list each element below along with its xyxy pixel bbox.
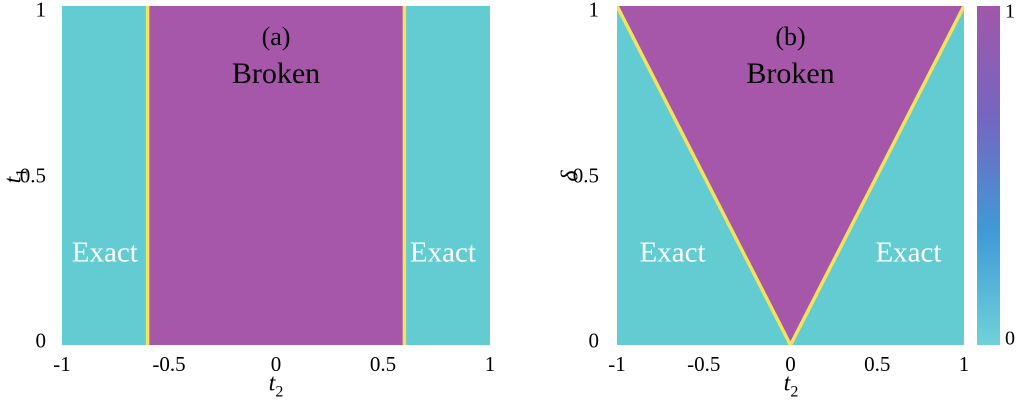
x-tick-label: -0.5 xyxy=(687,352,721,376)
panel-b-exact-left: Exact xyxy=(639,236,706,269)
panel-b-y-axis: 1 0.5 0 xyxy=(553,0,607,407)
colorbar-min-label: 0 xyxy=(1005,327,1015,350)
panel-a-y-axis-label: t1 xyxy=(1,169,32,184)
colorbar-max-label: 1 xyxy=(1005,0,1015,23)
x-axis-label-base: t xyxy=(268,370,276,397)
y-axis-label-base: δ xyxy=(557,170,584,182)
panel-b-y-axis-label: δ xyxy=(558,170,589,181)
panel-b-broken-label: Broken xyxy=(746,56,835,90)
x-axis-label-sub: 2 xyxy=(790,383,799,401)
panel-b-x-axis: -1 -0.5 0 0.5 1 xyxy=(608,352,969,378)
x-tick-label: 0 xyxy=(270,352,282,376)
panel-b-x-axis-label: t2 xyxy=(784,371,799,402)
y-axis-label-base: t xyxy=(0,176,27,184)
x-tick-label: -0.5 xyxy=(152,352,186,376)
panel-a-exact-left: Exact xyxy=(71,236,138,269)
y-tick-label: 0.5 xyxy=(572,163,599,188)
panel-a-broken-label: Broken xyxy=(231,56,321,90)
y-tick-label: 1 xyxy=(35,0,47,22)
panel-b-plot: (b) Broken Exact Exact xyxy=(617,6,964,345)
x-tick-label: 0 xyxy=(785,352,796,376)
x-tick-label: 0.5 xyxy=(369,352,397,376)
panel-a-plot: (a) Broken Exact Exact xyxy=(62,6,490,345)
y-tick-label: 0.5 xyxy=(19,163,46,188)
y-axis-label-sub: 1 xyxy=(13,168,31,177)
panel-a-exact-right: Exact xyxy=(409,236,476,269)
panel-a-x-axis: -1 -0.5 0 0.5 1 xyxy=(53,352,495,378)
x-tick-label: 1 xyxy=(958,352,970,376)
x-axis-label-sub: 2 xyxy=(275,383,284,401)
x-tick-label: 0.5 xyxy=(864,352,891,376)
panel-a-label: (a) xyxy=(261,21,291,51)
panel-a-x-axis-label: t2 xyxy=(269,371,284,402)
colorbar xyxy=(977,6,1000,345)
panel-b-exact-right: Exact xyxy=(875,236,942,269)
panel-a-heatmap xyxy=(62,6,490,345)
x-axis-label-base: t xyxy=(783,370,791,397)
y-tick-label: 1 xyxy=(588,0,600,22)
panel-a-y-axis: 1 0.5 0 xyxy=(0,0,54,407)
x-tick-label: -1 xyxy=(53,352,71,376)
y-tick-label: 0 xyxy=(35,328,47,353)
panel-b-heatmap xyxy=(617,6,964,345)
x-tick-label: 1 xyxy=(484,352,496,376)
x-tick-label: -1 xyxy=(608,352,626,376)
panel-b-label: (b) xyxy=(775,21,806,51)
y-tick-label: 0 xyxy=(588,328,600,353)
